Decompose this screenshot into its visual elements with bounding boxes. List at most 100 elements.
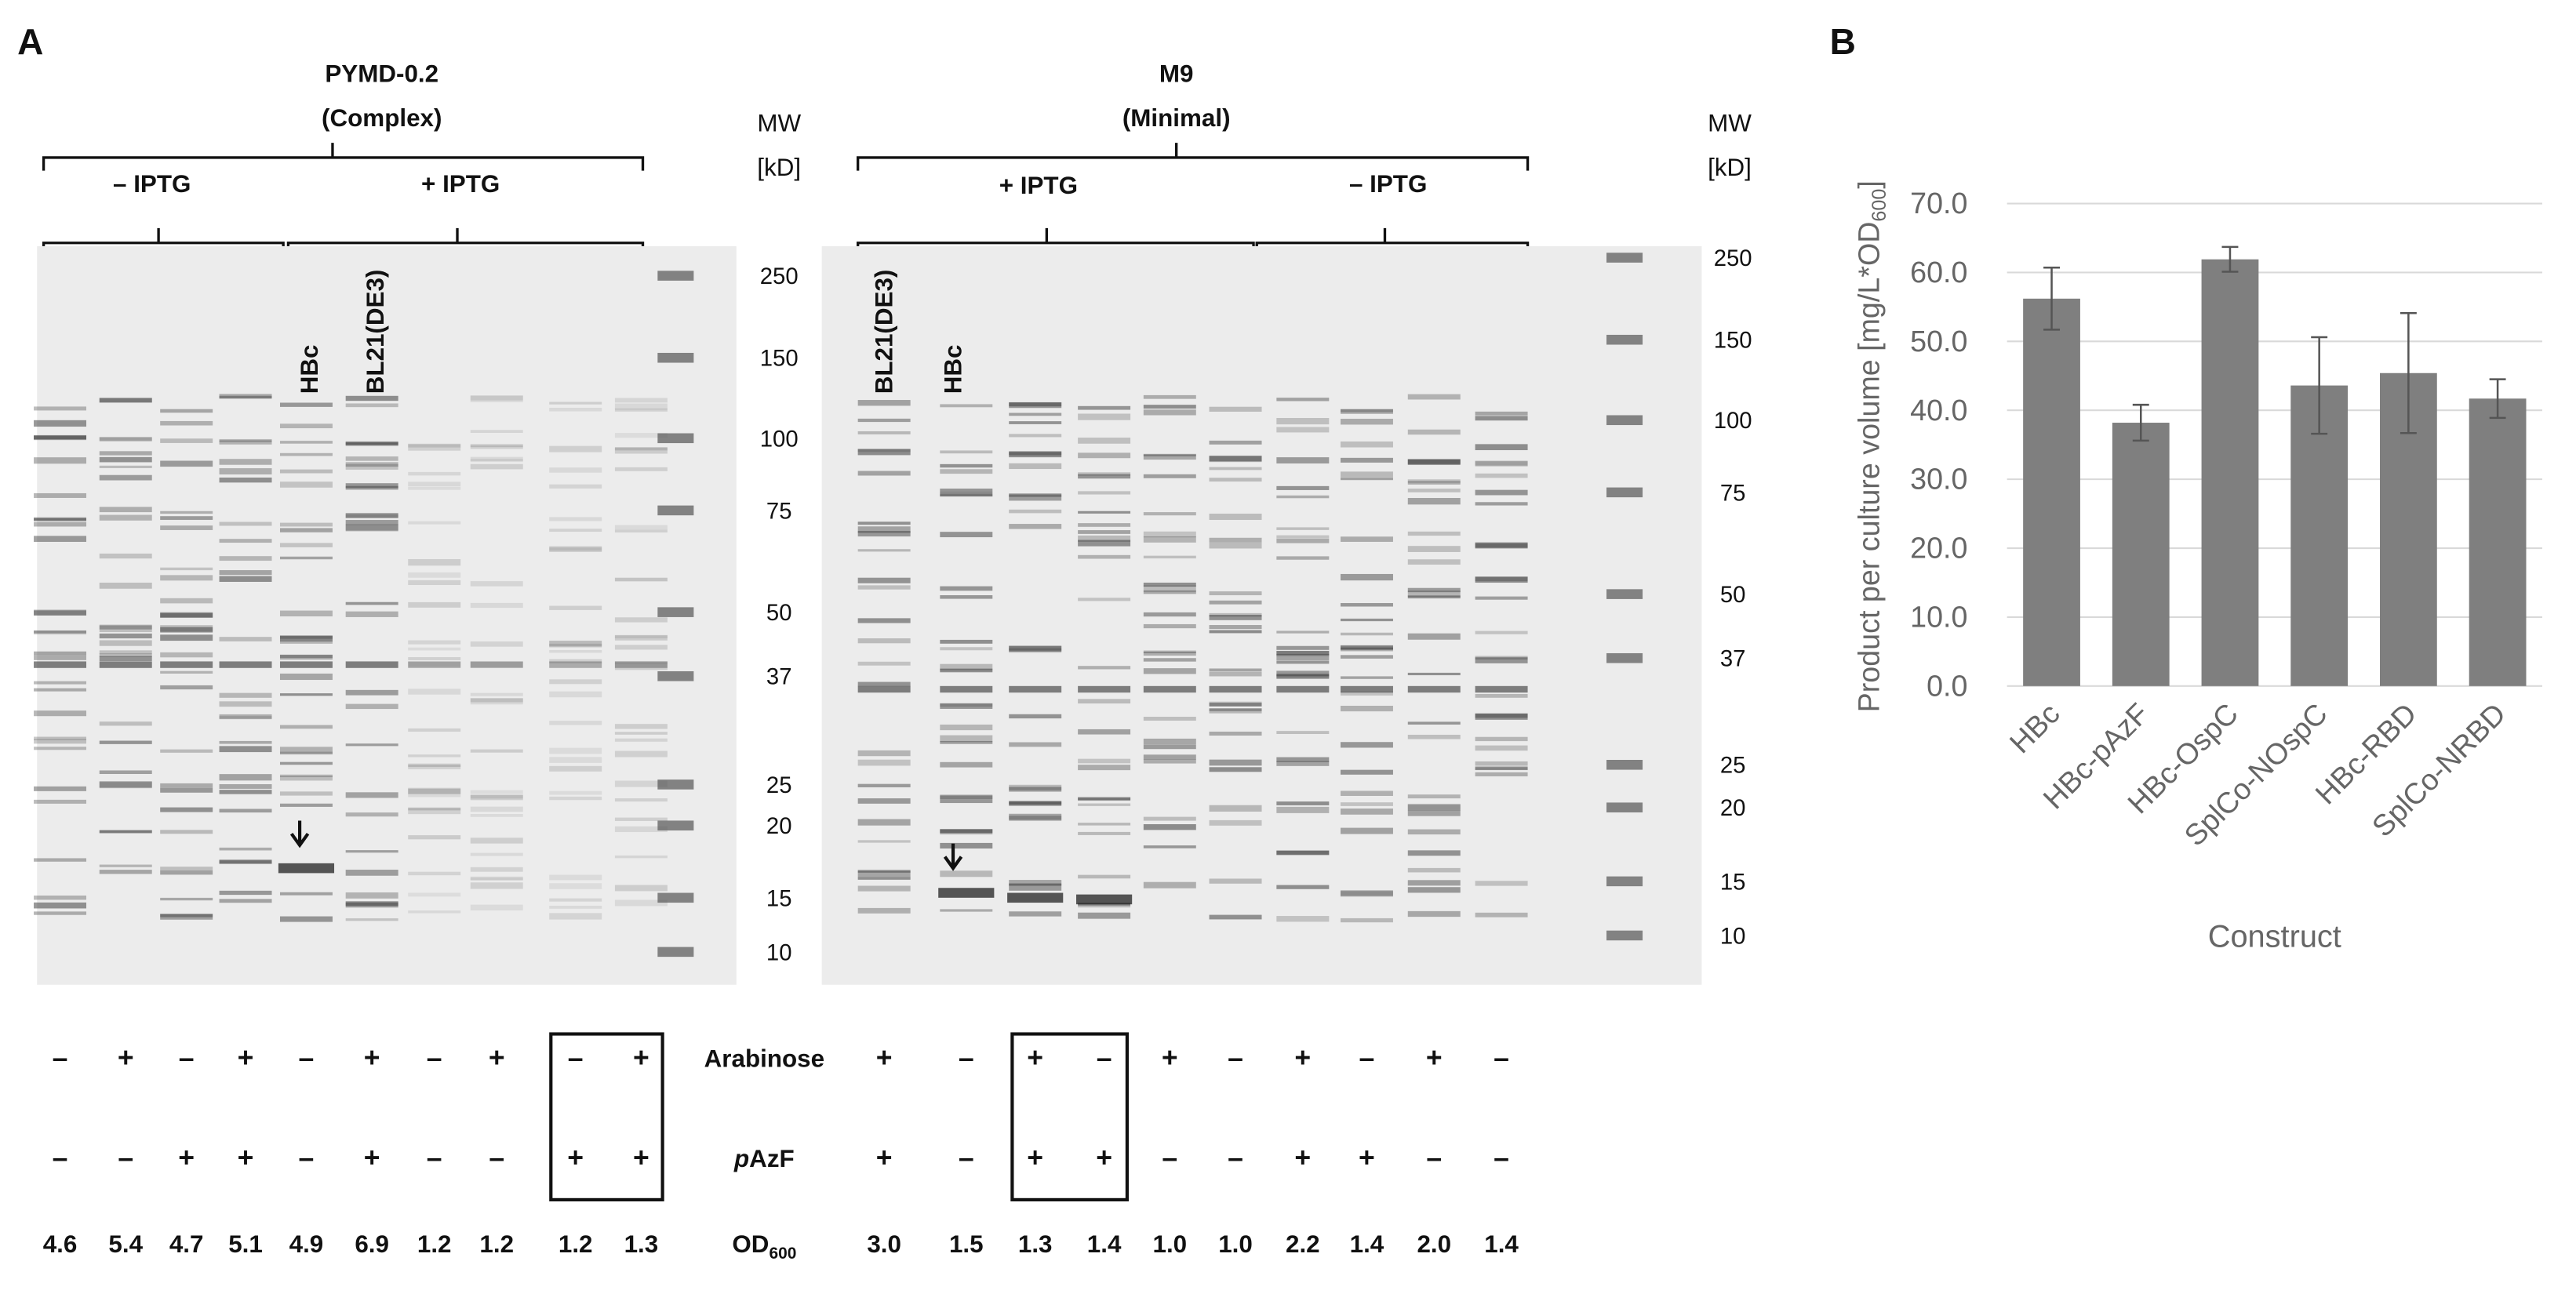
gel-band [34, 858, 87, 862]
gel-band [1009, 648, 1062, 653]
gel-band [160, 612, 213, 618]
gel-band [1340, 827, 1393, 834]
gel-band [470, 430, 523, 433]
gel-band [470, 602, 523, 609]
gel-band [1276, 535, 1330, 539]
row-value: + [567, 1142, 584, 1173]
gel-band [1276, 885, 1330, 889]
bar [2023, 298, 2080, 686]
gel-band [857, 521, 911, 525]
mw-marker: 15 [766, 885, 792, 911]
gel-band [99, 582, 152, 589]
gel-band [99, 640, 152, 646]
mw-marker: 15 [1720, 869, 1746, 895]
y-axis-label-part: ] [1852, 180, 1885, 188]
mw-marker: 75 [1720, 480, 1746, 506]
gel-band [1078, 491, 1131, 495]
gel-band [345, 870, 398, 876]
gel-band [1276, 806, 1330, 813]
gel-band [1078, 874, 1131, 879]
row-value: – [179, 1041, 195, 1073]
gel-band [1009, 685, 1062, 693]
gel-band [99, 656, 152, 662]
gel-band [470, 698, 523, 705]
ladder-band [657, 779, 694, 790]
gel-band [1340, 409, 1393, 414]
gel-band [470, 395, 523, 402]
gel-band [1475, 489, 1528, 496]
gel-band [279, 803, 333, 807]
gel-band [34, 799, 87, 804]
gel-band [1143, 394, 1196, 399]
panel-label: A [17, 21, 43, 62]
gel-band [160, 516, 213, 520]
gel-band [1340, 632, 1393, 636]
gel-band [1407, 803, 1461, 810]
gel-band [1143, 754, 1196, 760]
gel-band [857, 759, 911, 766]
y-tick-label: 10.0 [1910, 600, 1967, 633]
gel-band [279, 556, 333, 560]
row-value: – [427, 1041, 442, 1073]
gel-band [408, 444, 461, 451]
gel-band [1475, 630, 1528, 634]
gel-band [1475, 881, 1528, 886]
gel-band [857, 531, 911, 537]
gel-band [34, 435, 87, 440]
gel-band [345, 661, 398, 668]
row-value: – [53, 1041, 68, 1073]
gel-band [470, 877, 523, 881]
gel-band [1276, 427, 1330, 433]
gel-band [549, 659, 602, 663]
gel-band [1009, 911, 1062, 917]
gel-band [279, 725, 333, 729]
gel-band [614, 661, 668, 664]
gel-band [1143, 685, 1196, 693]
y-tick-label: 70.0 [1910, 187, 1967, 220]
gel-band [1078, 474, 1131, 479]
ladder-band [1606, 802, 1643, 812]
gel-band [1143, 405, 1196, 409]
gel-band [1143, 717, 1196, 721]
gel-band [34, 710, 87, 717]
gel-band [1407, 850, 1461, 856]
gel-band [1078, 831, 1131, 835]
gel-band [1276, 660, 1330, 664]
ladder-band [657, 947, 694, 958]
gel-band [614, 738, 668, 742]
gel-band [1078, 413, 1131, 420]
gel-band [1143, 453, 1196, 456]
gel-band [1009, 412, 1062, 416]
row-value: – [959, 1142, 974, 1173]
gel-band [614, 634, 668, 639]
gel-band [1143, 824, 1196, 830]
gel-band [160, 867, 213, 871]
gel-band [34, 747, 87, 750]
gel-band [470, 749, 523, 753]
y-axis-label-part: Product per culture volume [mg/L*OD [1852, 222, 1885, 713]
row-value: + [238, 1041, 254, 1073]
gel-band [99, 465, 152, 468]
gel-band [1407, 546, 1461, 552]
lane-label: HBc [296, 345, 323, 394]
gel-band [857, 907, 911, 914]
bracket [856, 143, 1530, 171]
gel-band [940, 795, 993, 801]
ladder-band [657, 271, 694, 281]
gel-band [470, 794, 523, 799]
row-value: + [1096, 1142, 1112, 1173]
gel-band [1209, 612, 1262, 617]
group-label: – IPTG [113, 170, 191, 198]
bar [2201, 259, 2259, 686]
gel-band [1340, 409, 1393, 412]
gel-band [1078, 535, 1131, 542]
gel-band [1209, 708, 1262, 714]
gel-band [1009, 451, 1062, 457]
gel-band [1143, 658, 1196, 662]
gel-band [1407, 887, 1461, 893]
ladder-band [1606, 415, 1643, 426]
gel-band [1078, 797, 1131, 801]
gel-band [1407, 460, 1461, 464]
gel-band [345, 689, 398, 696]
gel-band [1475, 416, 1528, 421]
